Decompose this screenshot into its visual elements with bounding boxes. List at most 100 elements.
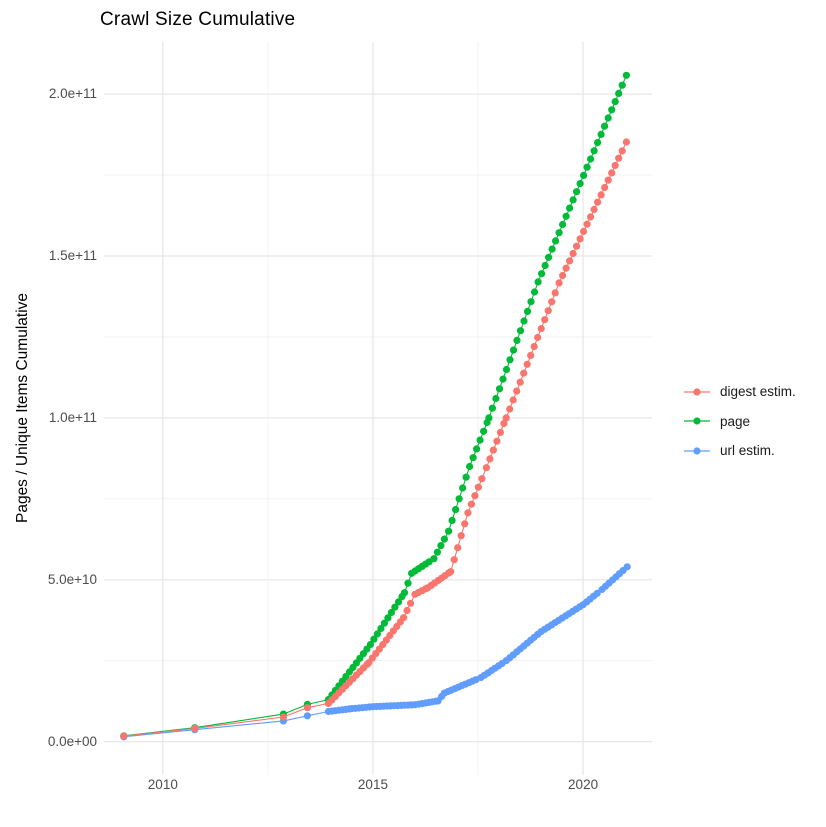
data-point [534, 278, 542, 286]
series-url-estim- [120, 563, 631, 741]
data-point [611, 98, 619, 106]
legend: digest estim. page url estim. [682, 377, 796, 466]
data-point [366, 640, 374, 649]
data-point [573, 242, 581, 250]
data-point [520, 369, 528, 377]
data-point [604, 114, 612, 122]
data-point [447, 568, 455, 576]
legend-key-url-estim-icon [682, 443, 712, 459]
data-point [604, 176, 612, 184]
data-point [520, 317, 528, 325]
data-point [559, 220, 567, 229]
data-point [545, 253, 553, 261]
data-point [120, 732, 128, 740]
data-point [506, 356, 514, 364]
data-point [461, 520, 469, 528]
data-point [566, 204, 574, 212]
legend-item-page: page [682, 407, 796, 437]
data-point [576, 180, 584, 188]
series-page [120, 71, 631, 740]
data-point [583, 163, 591, 171]
y-tick-label: 2.0e+11 [48, 86, 97, 102]
data-point [594, 198, 602, 206]
data-point [303, 704, 311, 712]
data-point [583, 220, 591, 228]
data-point [455, 495, 463, 503]
data-point [502, 365, 511, 374]
data-point [594, 139, 602, 147]
gridlines [104, 42, 652, 775]
data-point [523, 360, 531, 368]
data-point [513, 387, 521, 395]
y-tick-label: 5.0e+10 [47, 571, 97, 587]
data-point [527, 298, 535, 306]
x-tick-label: 2020 [568, 777, 599, 792]
data-point [403, 606, 411, 615]
data-point [516, 327, 525, 335]
data-point [601, 122, 609, 130]
data-point [370, 635, 378, 643]
data-point [191, 724, 199, 733]
data-point [459, 484, 467, 492]
data-point [618, 147, 626, 155]
data-point [500, 419, 508, 428]
x-tick-label: 2010 [147, 777, 178, 792]
legend-item-digest-estim: digest estim. [682, 377, 796, 407]
series-digest-estim- [120, 138, 631, 740]
legend-label: digest estim. [720, 384, 796, 400]
data-point [448, 516, 456, 525]
data-point [551, 289, 559, 297]
data-point [478, 475, 486, 483]
data-point [601, 183, 609, 192]
data-point [513, 336, 521, 344]
y-tick-label: 1.5e+11 [48, 248, 97, 263]
data-point [279, 713, 287, 721]
data-point [623, 563, 631, 571]
data-point [523, 307, 532, 315]
legend-item-url-estim: url estim. [682, 436, 796, 466]
data-point [394, 598, 403, 606]
data-point [580, 227, 588, 236]
data-point [495, 385, 504, 393]
data-point [387, 608, 395, 617]
data-point [457, 532, 465, 540]
data-point [433, 548, 441, 556]
data-point [437, 542, 445, 550]
data-point [562, 212, 570, 220]
data-point [587, 213, 595, 221]
data-point [548, 298, 556, 306]
data-point [480, 427, 488, 435]
data-point [303, 712, 311, 720]
data-point [593, 589, 601, 598]
data-point [615, 154, 623, 162]
data-point [562, 264, 570, 272]
data-point [400, 589, 409, 597]
data-point [502, 414, 510, 422]
data-point [466, 462, 474, 471]
data-point [615, 89, 623, 97]
x-tick-label: 2015 [357, 777, 388, 792]
data-point [509, 396, 517, 404]
data-point [499, 375, 507, 383]
plot-title: Crawl Size Cumulative [100, 9, 296, 30]
data-point [622, 71, 631, 79]
data-point [555, 279, 563, 287]
data-point [377, 624, 385, 633]
data-point [400, 614, 408, 622]
data-point [482, 464, 490, 472]
data-point [469, 454, 477, 462]
data-point [573, 188, 581, 196]
data-point [590, 205, 598, 214]
data-point [471, 492, 479, 500]
legend-key-digest-estim-icon [682, 384, 712, 400]
data-point [476, 436, 484, 444]
data-point [454, 544, 462, 552]
legend-label: url estim. [720, 443, 775, 459]
data-point [373, 630, 381, 638]
data-point [407, 599, 415, 607]
data-point [496, 428, 504, 436]
data-point [537, 325, 545, 333]
data-point [462, 473, 470, 481]
data-point [488, 404, 496, 412]
data-point [527, 351, 535, 359]
